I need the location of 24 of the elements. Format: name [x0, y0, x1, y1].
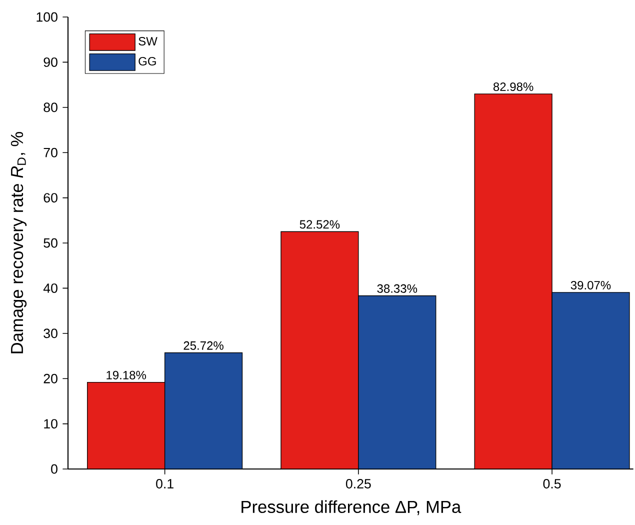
- legend-label: GG: [138, 56, 156, 66]
- data-label: 19.18%: [106, 370, 146, 380]
- y-tick-label: 40: [43, 283, 58, 293]
- y-tick-label: 90: [44, 57, 58, 67]
- x-tick-label: 0.1: [156, 479, 174, 488]
- y-axis-title: Damage recovery rate R$_{D}$, %: [10, 132, 27, 354]
- legend-label: SW: [138, 36, 158, 46]
- data-label: 39.07%: [570, 280, 611, 290]
- x-tick-label: 0.25: [346, 479, 371, 488]
- y-tick-label: 70: [44, 148, 58, 158]
- y-tick-label: 100: [36, 12, 58, 22]
- y-tick-label: 30: [44, 328, 58, 338]
- x-axis-title: Pressure difference ΔP, MPa: [242, 500, 462, 516]
- y-tick-label: 20: [44, 374, 58, 384]
- data-label: 82.98%: [493, 82, 534, 91]
- data-label: 25.72%: [184, 341, 224, 350]
- y-tick-label: 0: [51, 464, 58, 474]
- y-tick-label: 60: [44, 193, 58, 203]
- y-tick-label: 50: [44, 238, 58, 248]
- data-label: 52.52%: [300, 220, 340, 229]
- x-tick-label: 0.5: [543, 479, 561, 488]
- y-tick-label: 80: [44, 102, 58, 112]
- y-tick-label: 10: [44, 419, 58, 429]
- data-label: 38.33%: [377, 284, 418, 293]
